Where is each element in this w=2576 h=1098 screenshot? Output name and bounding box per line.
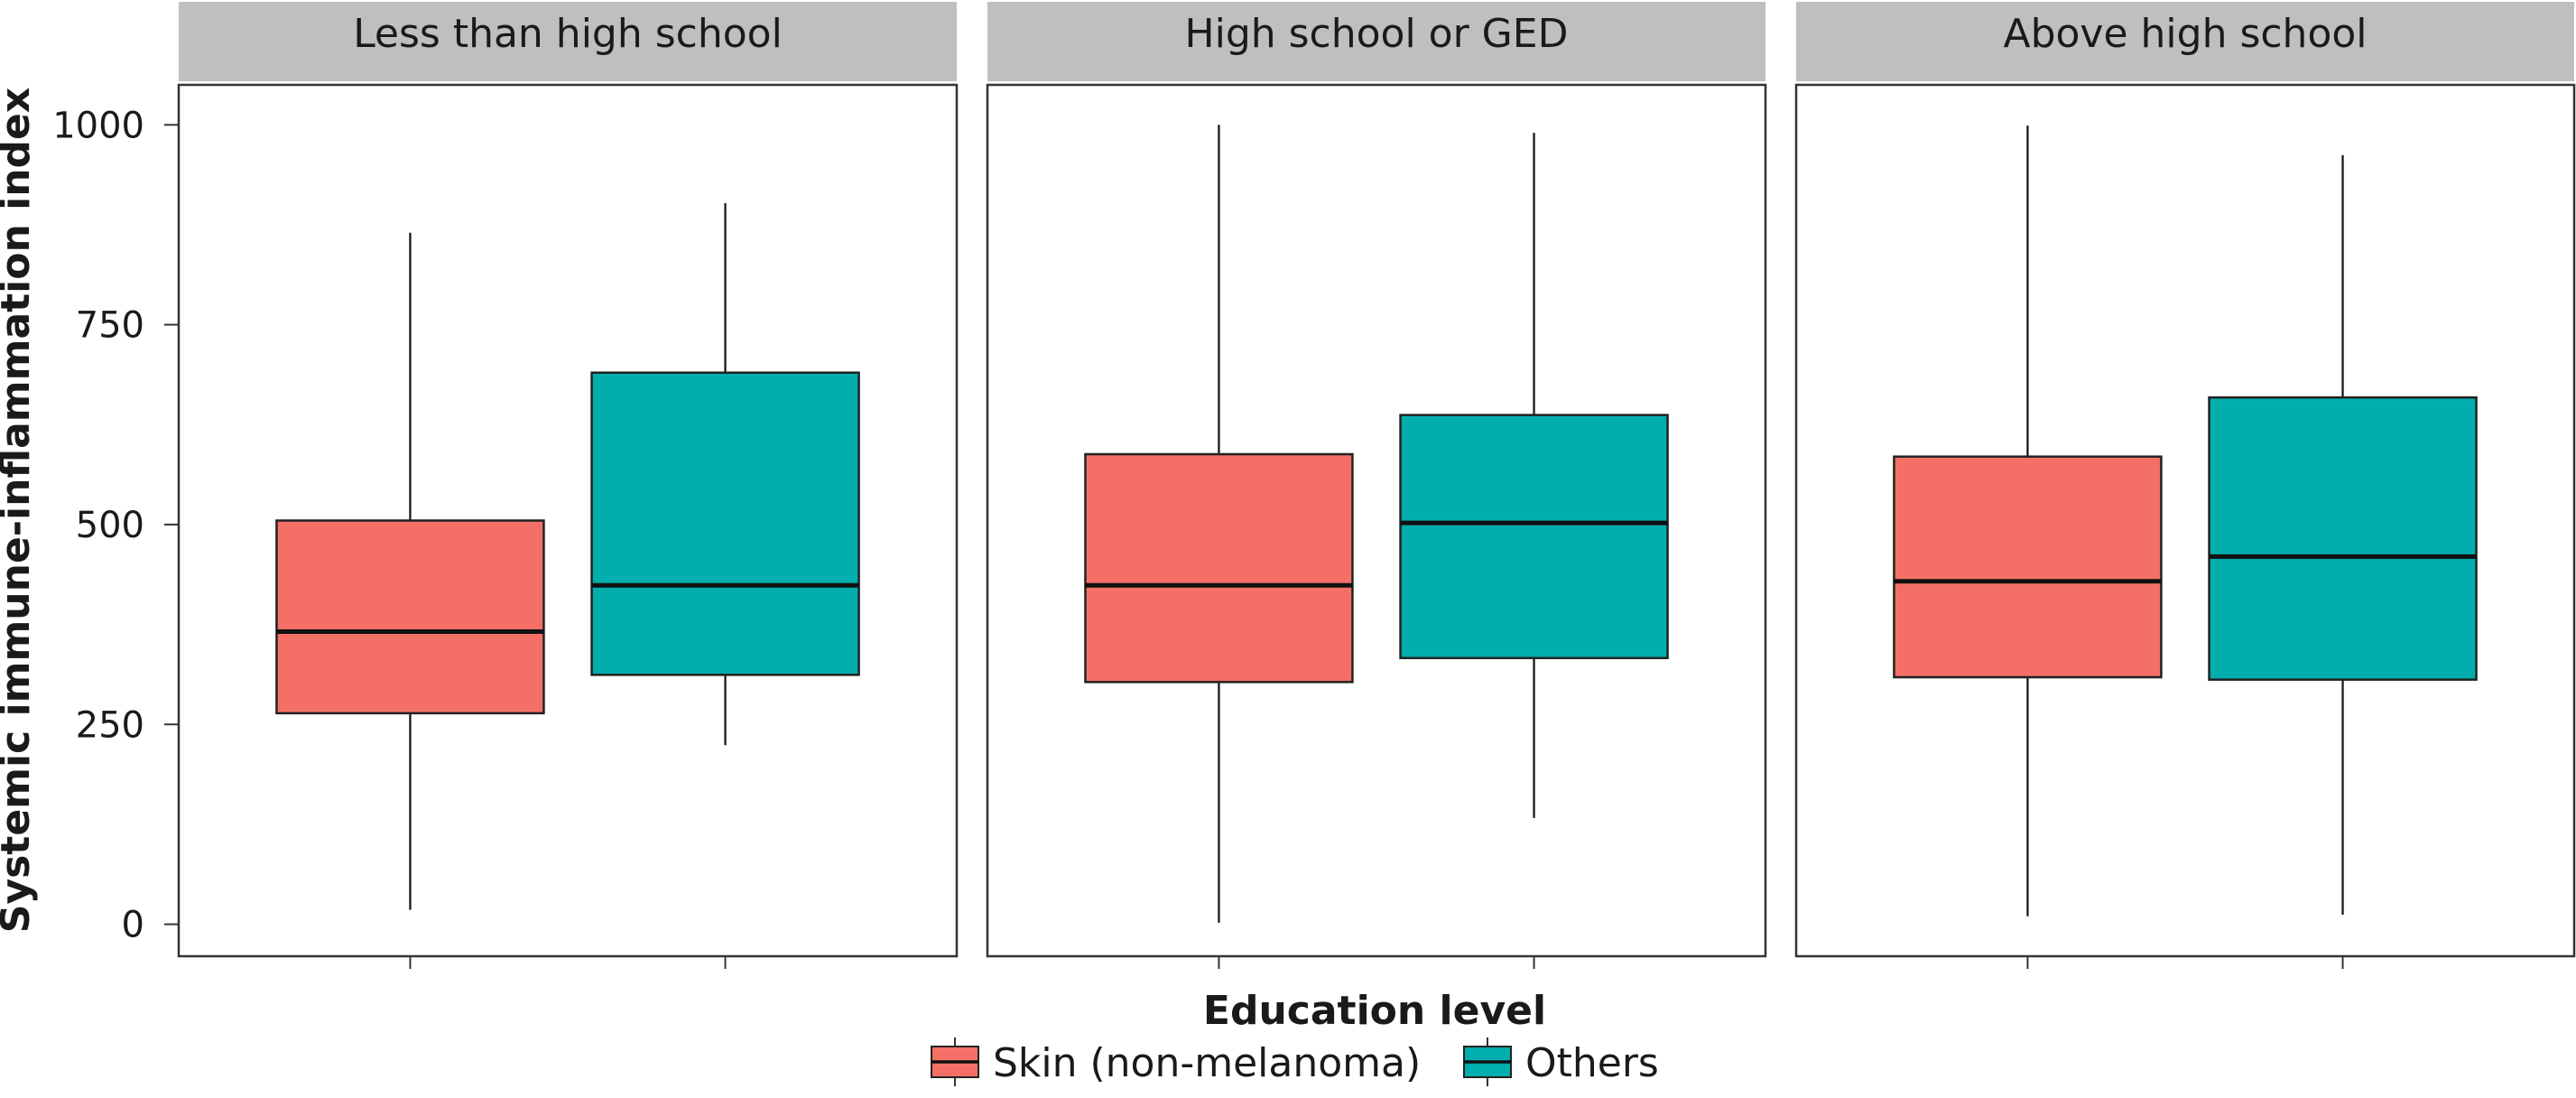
facet-panel: High school or GED bbox=[986, 2, 1767, 969]
facet-strip bbox=[179, 2, 957, 81]
y-axis: 0 250 500 750 1000 bbox=[52, 105, 179, 946]
box-1-0 bbox=[1084, 125, 1354, 969]
box-0-1 bbox=[590, 203, 860, 969]
y-tick-label: 750 bbox=[76, 305, 144, 347]
facet-strip bbox=[987, 2, 1765, 81]
facet-strip-label: Less than high school bbox=[353, 11, 783, 57]
y-axis-title: Systemic immune-inflammation index bbox=[0, 88, 39, 934]
x-axis-title: Education level bbox=[1203, 988, 1546, 1034]
y-tick-label: 0 bbox=[122, 905, 144, 946]
facet-panel: Less than high school bbox=[177, 2, 959, 969]
facet-strip-label: High school or GED bbox=[1185, 11, 1569, 57]
y-tick-label: 250 bbox=[76, 704, 144, 746]
legend-item: Skin (non-melanoma) bbox=[931, 1038, 1421, 1086]
box-0-0 bbox=[275, 232, 545, 969]
box-iqr bbox=[1084, 452, 1354, 684]
box-iqr bbox=[275, 519, 545, 715]
y-tick-label: 500 bbox=[76, 505, 144, 546]
box-2-0 bbox=[1893, 126, 2163, 969]
facet-strip bbox=[1796, 2, 2574, 81]
box-iqr bbox=[1893, 455, 2163, 679]
y-tick-label: 1000 bbox=[52, 105, 144, 146]
facet-strip-label: Above high school bbox=[2003, 11, 2367, 57]
facet-panel: Above high school bbox=[1794, 2, 2576, 969]
legend: Skin (non-melanoma) Others bbox=[931, 1038, 1659, 1086]
box-1-1 bbox=[1399, 133, 1669, 969]
box-iqr bbox=[590, 371, 860, 676]
box-iqr bbox=[2208, 395, 2478, 681]
facet-panels: Less than high school High school or GED A… bbox=[177, 2, 2576, 969]
legend-label: Skin (non-melanoma) bbox=[993, 1040, 1421, 1086]
legend-label: Others bbox=[1525, 1040, 1659, 1086]
box-iqr bbox=[1399, 414, 1669, 660]
legend-item: Others bbox=[1463, 1038, 1659, 1086]
box-2-1 bbox=[2208, 154, 2478, 969]
